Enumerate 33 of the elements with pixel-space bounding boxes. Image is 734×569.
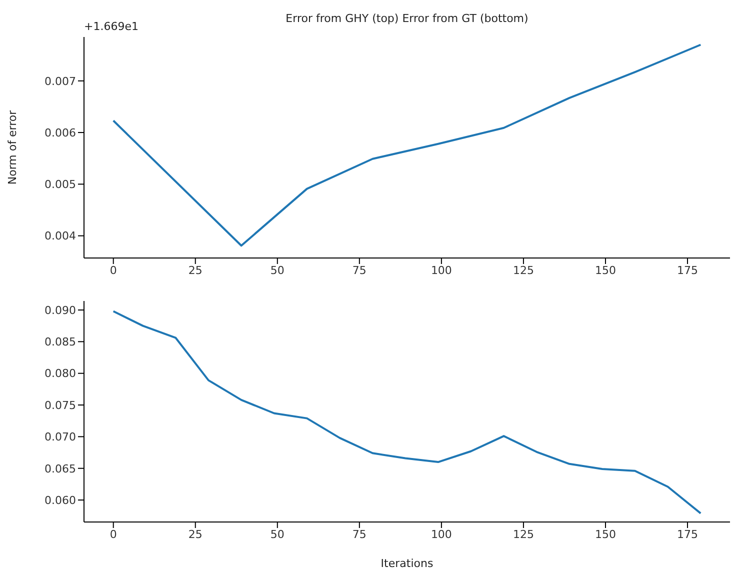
- x-tick-label: 50: [270, 264, 284, 277]
- y-tick-label: 0.065: [44, 462, 76, 476]
- y-tick-label: 0.004: [44, 230, 76, 243]
- y-tick-label: 0.060: [44, 494, 76, 507]
- y-axis-title: Norm of error: [6, 110, 19, 185]
- x-tick-label: 125: [512, 264, 534, 277]
- x-tick-label: 50: [270, 528, 284, 541]
- y-tick-label: 0.007: [44, 74, 76, 88]
- x-tick-label: 25: [188, 528, 202, 541]
- x-tick-label: 175: [677, 264, 698, 277]
- x-tick-label: 75: [352, 264, 366, 277]
- y-tick-label: 0.085: [44, 336, 76, 349]
- x-tick-label: 150: [594, 264, 616, 277]
- y-tick-label: 0.080: [44, 367, 76, 380]
- line-series: [112, 44, 702, 247]
- x-tick-label: 150: [594, 528, 616, 541]
- x-tick-label: 100: [430, 528, 452, 541]
- x-tick-label: 0: [110, 528, 117, 541]
- x-tick-label: 100: [430, 264, 452, 277]
- x-axis-title: Iterations: [380, 557, 434, 569]
- x-tick-label: 75: [352, 528, 366, 541]
- y-tick-label: 0.075: [44, 398, 76, 412]
- x-tick-label: 175: [677, 528, 698, 541]
- x-tick-label: 125: [512, 528, 534, 541]
- x-tick-label: 25: [188, 264, 202, 277]
- y-tick-label: 0.006: [44, 126, 76, 140]
- chart-title: Error from GHY (top) Error from GT (bottom): [286, 12, 528, 25]
- line-series: [112, 310, 702, 514]
- y-tick-label: 0.090: [44, 304, 76, 317]
- x-tick-label: 0: [110, 264, 117, 277]
- text: +1.669e1: [84, 20, 138, 33]
- y-tick-label: 0.070: [44, 430, 76, 444]
- y-tick-label: 0.005: [44, 178, 76, 192]
